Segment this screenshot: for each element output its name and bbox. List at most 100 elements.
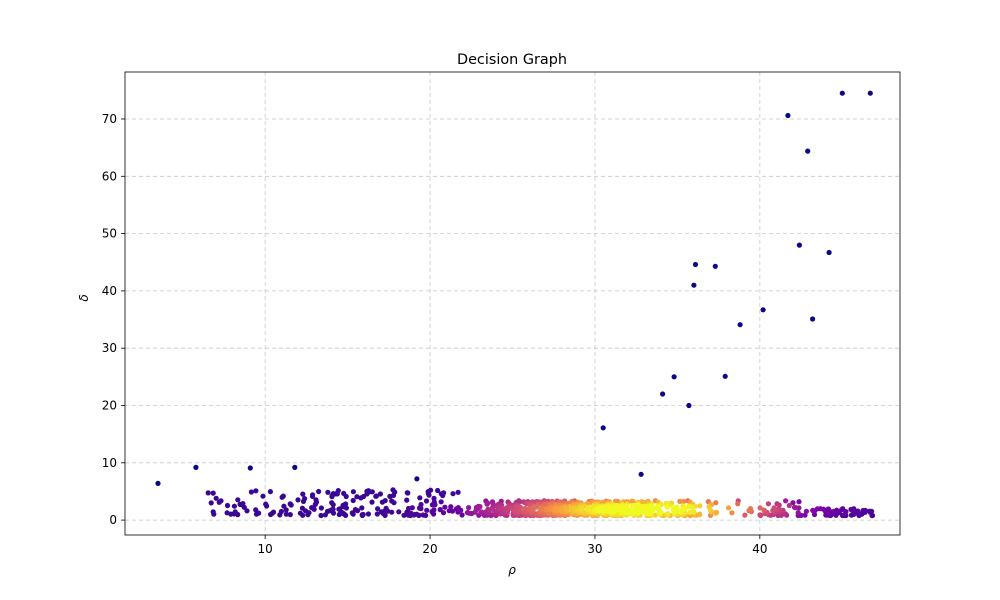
scatter-point — [343, 493, 349, 500]
scatter-point — [638, 503, 644, 509]
scatter-point — [360, 511, 366, 518]
scatter-point — [615, 498, 621, 504]
scatter-point — [697, 503, 703, 509]
scatter-point — [423, 498, 430, 504]
scatter-point — [760, 307, 766, 313]
scatter-point — [805, 148, 811, 154]
scatter-point — [689, 509, 695, 515]
scatter-point — [742, 512, 748, 518]
scatter-point — [455, 489, 461, 495]
scatter-point — [466, 505, 472, 511]
scatter-point — [283, 507, 289, 513]
scatter-point — [349, 510, 355, 516]
scatter-point — [359, 505, 365, 511]
scatter-point — [247, 465, 253, 471]
scatter-point — [624, 503, 630, 509]
scatter-point — [231, 503, 237, 509]
scatter-point — [440, 510, 447, 516]
scatter-point — [613, 508, 619, 514]
scatter-point — [729, 510, 735, 516]
scatter-point — [848, 506, 854, 513]
scatter-point — [414, 476, 420, 482]
scatter-point — [377, 491, 383, 497]
y-tick-label: 50 — [102, 227, 117, 241]
scatter-point — [339, 510, 346, 516]
scatter-point — [409, 505, 415, 511]
scatter-point — [538, 507, 544, 513]
scatter-point — [300, 498, 307, 504]
scatter-point — [306, 510, 312, 516]
scatter-point — [369, 499, 375, 505]
scatter-point — [213, 495, 219, 501]
scatter-point — [300, 491, 306, 497]
scatter-point — [597, 505, 603, 511]
scatter-point — [629, 509, 635, 515]
scatter-point — [232, 509, 238, 515]
scatter-point — [155, 480, 161, 486]
scatter-point — [692, 261, 699, 268]
scatter-point — [680, 507, 686, 513]
scatter-point — [657, 508, 663, 514]
scatter-point — [855, 508, 861, 514]
scatter-point — [391, 500, 397, 506]
scatter-point — [564, 507, 570, 513]
scatter-point — [786, 502, 792, 509]
y-tick-label: 20 — [102, 398, 117, 412]
scatter-point — [235, 497, 241, 503]
scatter-point — [826, 249, 832, 256]
scatter-point — [440, 492, 446, 499]
scatter-point — [810, 316, 816, 322]
scatter-point — [334, 491, 340, 497]
scatter-point — [722, 373, 728, 379]
scatter-point — [757, 505, 763, 511]
scatter-point — [288, 502, 294, 508]
scatter-points — [155, 90, 876, 519]
plot-frame — [124, 71, 901, 536]
scatter-point — [725, 505, 732, 511]
scatter-point — [431, 507, 437, 513]
scatter-point — [330, 502, 336, 508]
scatter-point — [737, 322, 743, 328]
scatter-point — [691, 282, 697, 288]
scatter-point — [839, 507, 845, 513]
scatter-point — [253, 488, 259, 494]
x-tick-label: 30 — [587, 542, 602, 556]
scatter-point — [379, 499, 385, 505]
scatter-point — [708, 507, 714, 513]
scatter-point — [374, 511, 380, 517]
chart-title: Decision Graph — [457, 52, 567, 68]
scatter-point — [638, 471, 644, 477]
scatter-point — [867, 90, 873, 96]
scatter-point — [295, 497, 301, 503]
scatter-point — [278, 508, 284, 515]
y-tick-label: 60 — [102, 169, 117, 183]
scatter-point — [860, 507, 866, 514]
scatter-point — [426, 492, 432, 498]
scatter-point — [387, 493, 393, 499]
scatter-point — [735, 501, 741, 507]
scatter-point — [193, 464, 199, 470]
scatter-point — [746, 508, 752, 514]
scatter-point — [475, 505, 482, 511]
scatter-point — [375, 506, 381, 512]
scatter-point — [208, 500, 214, 506]
scatter-point — [404, 497, 410, 503]
scatter-point — [776, 502, 782, 508]
scatter-point — [796, 499, 802, 505]
scatter-point — [796, 242, 803, 248]
scatter-point — [260, 493, 266, 499]
scatter-point — [449, 508, 456, 514]
scatter-point — [316, 488, 322, 495]
scatter-point — [442, 504, 448, 510]
scatter-point — [677, 498, 683, 504]
scatter-point — [609, 507, 615, 513]
scatter-point — [681, 498, 687, 505]
y-tick-label: 40 — [102, 284, 117, 298]
scatter-point — [270, 509, 277, 515]
scatter-point — [385, 508, 391, 514]
x-tick-label: 40 — [752, 542, 767, 556]
y-tick-label: 0 — [109, 513, 117, 527]
scatter-point — [761, 507, 767, 513]
scatter-point — [435, 487, 441, 494]
scatter-point — [256, 510, 262, 516]
